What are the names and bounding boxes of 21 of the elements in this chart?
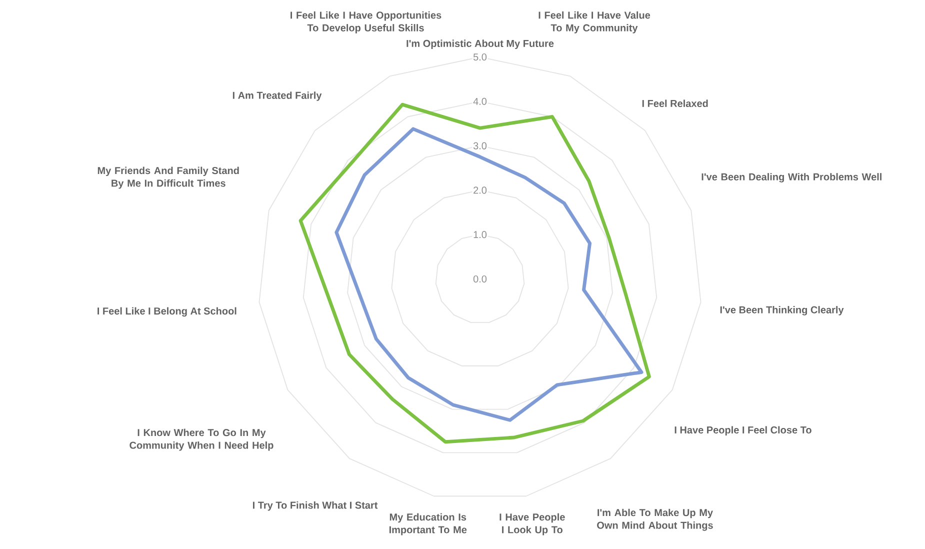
y-tick-label: 4.0 bbox=[473, 98, 487, 105]
spoke-label: I Have People I Look Up To bbox=[500, 513, 565, 536]
spoke-label: I've Been Thinking Clearly bbox=[720, 306, 844, 316]
spoke-label: I've Been Dealing With Problems Well bbox=[702, 173, 882, 182]
y-tick-label: 0.0 bbox=[473, 275, 487, 283]
y-tick-label: 2.0 bbox=[474, 186, 487, 194]
spoke-label: I Have People I Feel Close To bbox=[674, 426, 812, 436]
spoke-label: I Feel Like I Belong At School bbox=[98, 307, 236, 317]
spoke-label: I Feel Like I Have Opportunities To Develop Useful Skills bbox=[290, 11, 442, 34]
spoke-label: I Try To Finish What I Start bbox=[253, 501, 378, 511]
spoke-label: I'm Optimistic About My Future bbox=[406, 40, 554, 49]
y-tick-label: 3.0 bbox=[473, 142, 487, 150]
spoke-label: I'm Able To Make Up My Own Mind About Things bbox=[597, 508, 713, 531]
y-tick-label: 1.0 bbox=[474, 231, 487, 238]
spoke-label: My Friends And Family Stand By Me In Difficult Times bbox=[98, 166, 239, 189]
spoke-label: My Education Is Important To Me bbox=[389, 513, 467, 536]
spoke-label: I Feel Relaxed bbox=[642, 100, 708, 108]
spoke-label: I Feel Like I Have Value To My Community bbox=[538, 11, 650, 34]
spoke-label: I Am Treated Fairly bbox=[232, 92, 322, 101]
y-tick-label: 5.0 bbox=[473, 53, 487, 61]
spoke-label: I Know Where To Go In My Community When I Need Help bbox=[130, 428, 274, 451]
